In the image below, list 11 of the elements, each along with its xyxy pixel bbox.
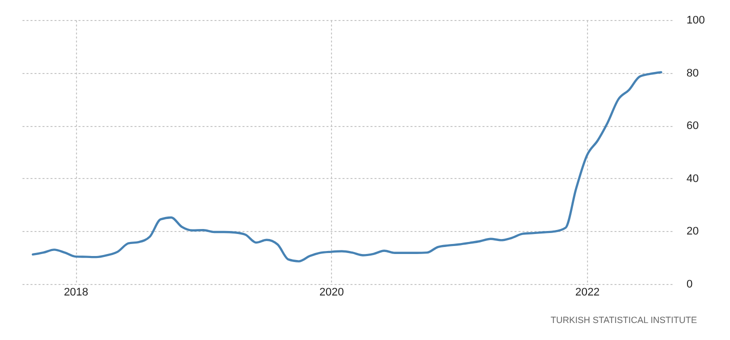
- y-tick-label: 100: [686, 14, 705, 26]
- x-tick-label: 2018: [64, 286, 88, 298]
- y-tick-label: 40: [686, 172, 699, 185]
- y-tick-label: 20: [686, 226, 699, 238]
- y-tick-label: 60: [686, 120, 699, 132]
- x-tick-label: 2020: [319, 286, 344, 298]
- line-series: [32, 71, 662, 262]
- y-tick-label: 0: [686, 278, 693, 290]
- text: TURKISH STATISTICAL INSTITUTE: [550, 315, 697, 325]
- y-tick-label: 80: [686, 67, 699, 80]
- x-tick-label: 2022: [575, 286, 600, 298]
